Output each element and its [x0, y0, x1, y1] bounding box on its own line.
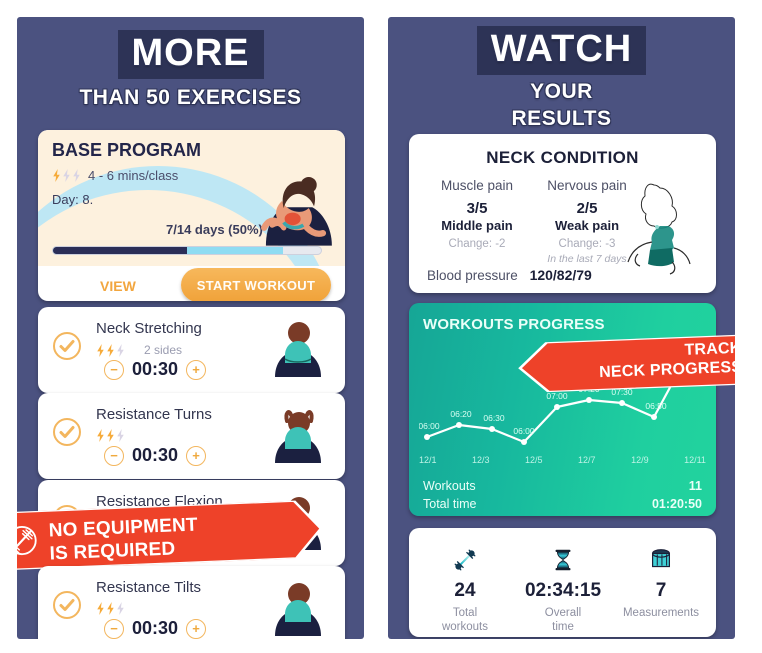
svg-text:06:00: 06:00: [419, 421, 440, 431]
svg-text:06:30: 06:30: [483, 413, 505, 423]
svg-text:06:00: 06:00: [513, 426, 535, 436]
svg-text:06:50: 06:50: [645, 401, 667, 411]
svg-text:07:00: 07:00: [546, 391, 568, 401]
svg-text:06:20: 06:20: [450, 409, 472, 419]
